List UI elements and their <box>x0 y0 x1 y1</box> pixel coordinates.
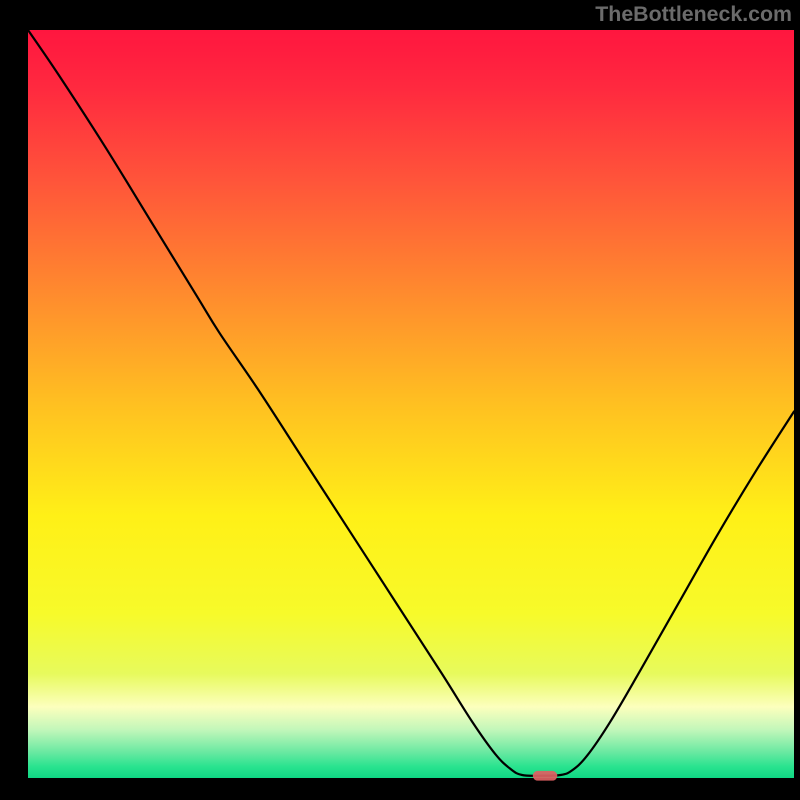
chart-frame: TheBottleneck.com <box>0 0 800 800</box>
optimal-marker <box>533 771 558 781</box>
bottleneck-chart <box>0 0 800 800</box>
watermark-text: TheBottleneck.com <box>595 2 792 27</box>
plot-background <box>28 30 794 778</box>
